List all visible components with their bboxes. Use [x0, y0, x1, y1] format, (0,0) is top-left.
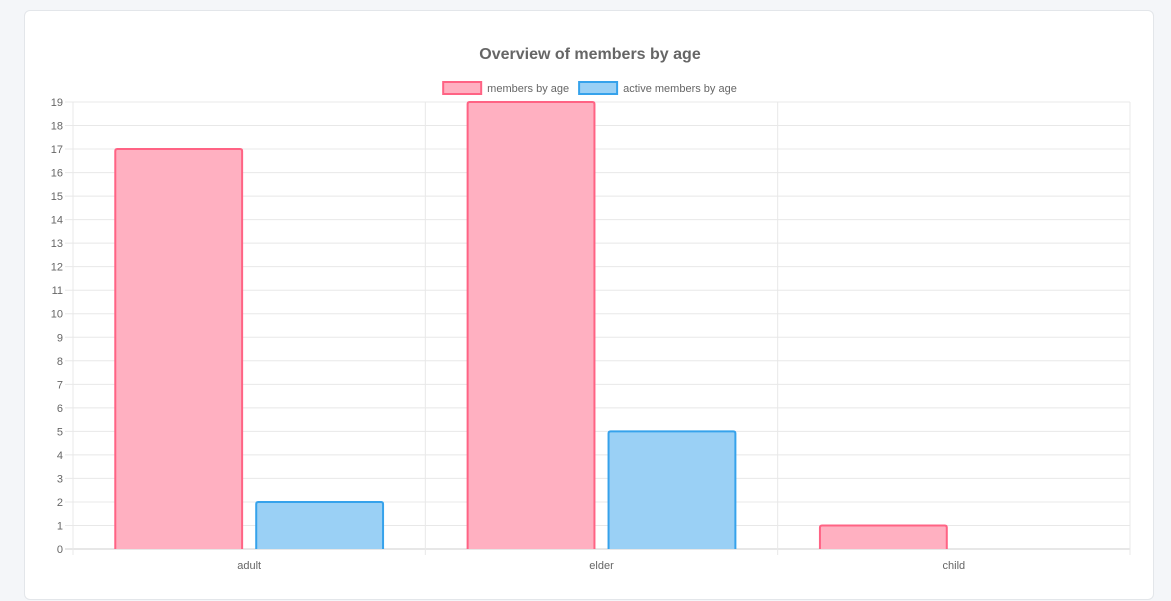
y-tick-label: 9	[57, 332, 63, 344]
y-tick-label: 7	[57, 379, 63, 391]
y-tick-label: 16	[51, 168, 63, 180]
y-tick-label: 0	[57, 544, 63, 556]
bar-shape[interactable]	[607, 430, 737, 549]
y-tick-label: 15	[51, 191, 63, 203]
bar-shape[interactable]	[466, 101, 596, 549]
bar[interactable]	[255, 500, 385, 549]
y-tick-label: 8	[57, 356, 63, 368]
legend-swatch[interactable]	[578, 81, 619, 95]
legend-label[interactable]: active members by age	[623, 83, 737, 95]
x-tick-label: child	[943, 560, 966, 572]
y-tick-label: 4	[57, 450, 63, 462]
bar[interactable]	[818, 524, 948, 549]
legend-swatch[interactable]	[442, 81, 483, 95]
bars	[114, 101, 948, 549]
y-tick-label: 14	[51, 215, 63, 227]
bar[interactable]	[466, 101, 596, 549]
chart-title: Overview of members by age	[479, 46, 701, 63]
y-tick-label: 6	[57, 403, 63, 415]
y-tick-label: 13	[51, 238, 63, 250]
members-by-age-chart: Overview of members by age members by ag…	[51, 46, 1131, 572]
x-axis: adult elder child	[237, 560, 965, 572]
x-tick-label: adult	[237, 560, 261, 572]
bar[interactable]	[607, 430, 737, 549]
y-tick-label: 17	[51, 144, 63, 156]
y-tick-label: 11	[52, 285, 63, 297]
bar[interactable]	[114, 148, 244, 549]
legend-item[interactable]: members by age	[442, 81, 569, 95]
y-tick-label: 2	[57, 497, 63, 509]
y-tick-label: 12	[51, 262, 63, 274]
legend-label[interactable]: members by age	[487, 83, 569, 95]
y-tick-label: 3	[57, 473, 63, 485]
bar-shape[interactable]	[255, 500, 385, 549]
x-tick-label: elder	[589, 560, 614, 572]
chart-card: Overview of members by age members by ag…	[24, 10, 1154, 600]
legend: members by age active members by age	[442, 81, 737, 95]
y-tick-label: 10	[51, 309, 63, 321]
y-tick-label: 5	[57, 426, 63, 438]
y-tick-label: 19	[51, 97, 63, 109]
legend-item[interactable]: active members by age	[578, 81, 737, 95]
bar-shape[interactable]	[818, 524, 948, 549]
y-tick-label: 18	[51, 121, 63, 133]
y-tick-label: 1	[57, 520, 63, 532]
bar-shape[interactable]	[114, 148, 244, 549]
